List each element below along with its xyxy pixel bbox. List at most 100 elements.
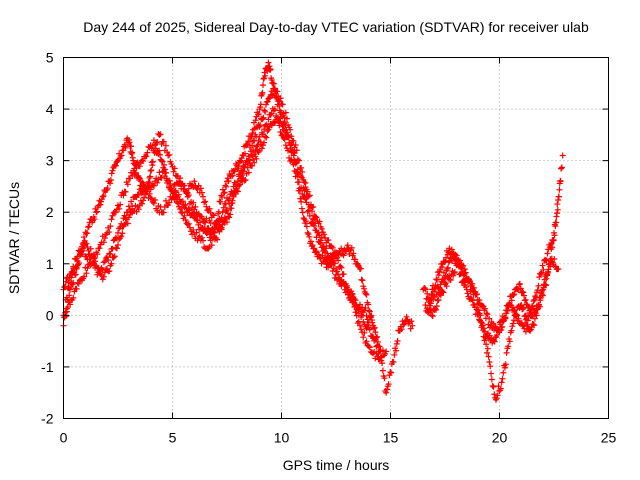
data-point (387, 369, 394, 376)
data-point (433, 276, 440, 283)
data-point (400, 321, 407, 328)
data-point (61, 284, 68, 291)
data-point (359, 277, 366, 284)
data-point (185, 192, 192, 199)
data-point (182, 202, 189, 209)
data-point (182, 217, 189, 224)
data-point (156, 147, 163, 154)
data-point (101, 269, 108, 276)
data-point (510, 320, 517, 327)
data-point (94, 208, 101, 215)
data-point (372, 336, 379, 343)
data-point (321, 231, 328, 238)
data-point (279, 123, 286, 130)
data-point (517, 302, 524, 309)
data-point (519, 288, 526, 295)
data-point (331, 249, 338, 256)
data-point (535, 282, 542, 289)
data-point (549, 244, 556, 251)
data-point (436, 286, 443, 293)
data-point (540, 266, 547, 273)
data-point (483, 310, 490, 317)
data-point (220, 219, 227, 226)
data-point (306, 212, 313, 219)
data-point (335, 276, 342, 283)
data-point (390, 359, 397, 366)
data-point (93, 209, 100, 216)
data-point (159, 168, 166, 175)
data-point (75, 260, 82, 267)
data-point (128, 143, 135, 150)
data-point (361, 329, 368, 336)
data-point (258, 145, 265, 152)
data-point (194, 186, 201, 193)
data-point (508, 327, 515, 334)
data-point (333, 252, 339, 259)
data-point (374, 342, 381, 349)
data-point (497, 385, 504, 392)
data-point (534, 305, 541, 312)
data-point (135, 206, 142, 213)
data-point (443, 254, 450, 261)
data-point (267, 111, 274, 118)
data-point (379, 360, 386, 367)
data-point (65, 279, 72, 286)
data-point (487, 363, 494, 370)
data-point (304, 208, 311, 215)
data-point (391, 351, 398, 358)
data-point (203, 215, 210, 222)
data-point (304, 229, 311, 236)
data-point (312, 248, 319, 255)
data-point (462, 279, 469, 286)
data-point (317, 240, 324, 247)
data-point (148, 195, 155, 202)
data-point (490, 383, 497, 390)
data-point (372, 329, 379, 336)
data-point (128, 198, 135, 205)
data-point (511, 291, 518, 298)
data-point (452, 251, 459, 258)
data-point (242, 177, 249, 184)
data-point (160, 209, 167, 216)
data-point (483, 341, 490, 348)
data-point (190, 226, 197, 233)
data-point (138, 190, 145, 197)
data-point (172, 187, 179, 194)
data-point (501, 364, 508, 371)
data-point (550, 237, 557, 244)
data-point (110, 254, 117, 261)
data-point (125, 140, 132, 147)
data-point (544, 270, 551, 277)
data-point (210, 212, 217, 219)
data-point (275, 115, 282, 122)
data-point (237, 158, 244, 165)
data-point (468, 296, 475, 303)
data-point (539, 262, 546, 269)
data-point (498, 327, 505, 333)
data-point (450, 272, 457, 279)
data-point (178, 209, 185, 216)
y-tick-label: 2 (46, 204, 54, 220)
data-point (464, 290, 471, 297)
data-point (255, 111, 262, 118)
data-point (84, 230, 91, 237)
data-point (340, 252, 347, 259)
x-tick-label: 20 (492, 430, 508, 446)
data-point (264, 98, 271, 105)
data-point (148, 145, 155, 152)
data-point (363, 291, 370, 298)
data-point (363, 338, 370, 345)
data-point (192, 203, 199, 210)
data-point (442, 280, 449, 287)
data-point (136, 175, 143, 182)
data-point (277, 129, 284, 136)
data-point (360, 283, 367, 290)
data-point (303, 218, 310, 225)
data-point (262, 133, 269, 140)
data-point (358, 326, 365, 333)
data-point (263, 134, 270, 141)
data-point (96, 245, 103, 252)
data-point (435, 272, 442, 279)
data-point (491, 338, 498, 345)
data-point (162, 169, 169, 176)
